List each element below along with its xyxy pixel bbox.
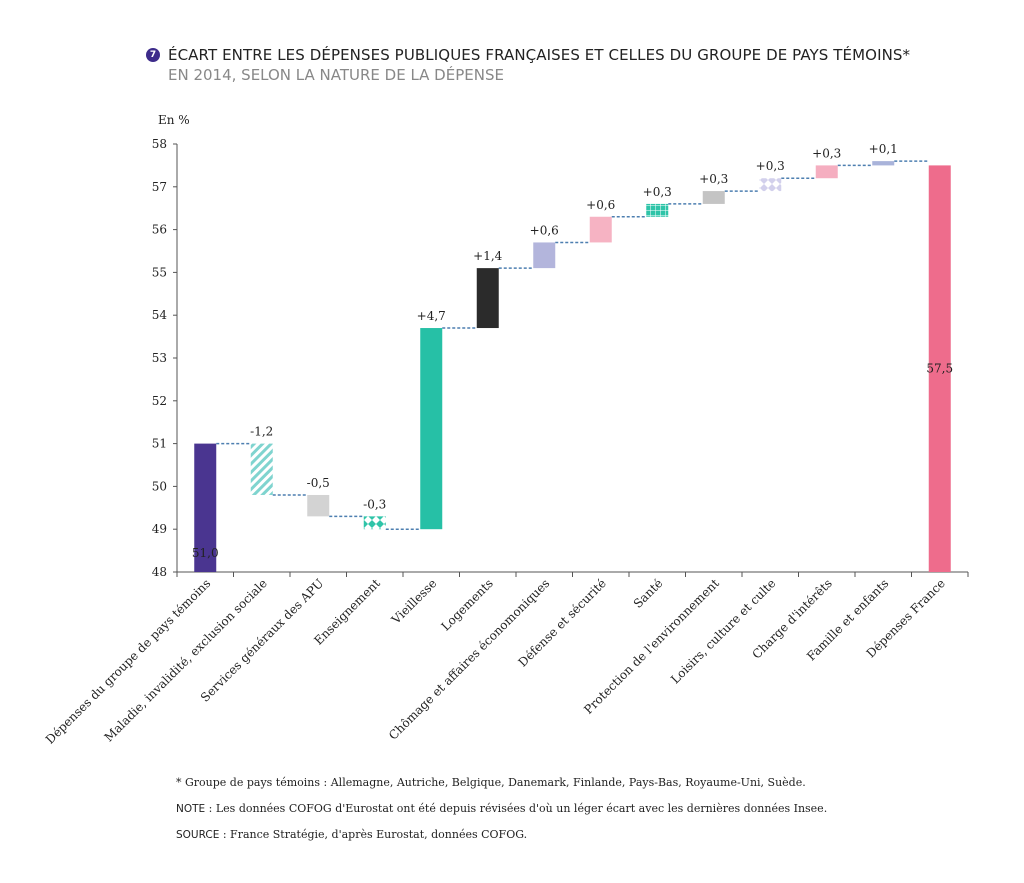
x-category-label: Santé bbox=[631, 576, 666, 611]
bar bbox=[589, 216, 612, 243]
y-axis-label: En % bbox=[158, 113, 190, 127]
bar bbox=[928, 165, 951, 572]
data-label: -1,2 bbox=[250, 425, 273, 439]
y-tick-label: 58 bbox=[152, 137, 167, 151]
chart-title: ÉCART ENTRE LES DÉPENSES PUBLIQUES FRANÇ… bbox=[168, 46, 911, 64]
data-label: +0,3 bbox=[643, 185, 672, 199]
x-category-label: Services généraux des APU bbox=[198, 576, 326, 704]
y-tick-label: 56 bbox=[152, 223, 167, 237]
x-category-label: Vieillesse bbox=[388, 576, 439, 627]
footnote-note: NOTE : Les données COFOG d'Eurostat ont … bbox=[176, 802, 827, 815]
data-label: +0,6 bbox=[586, 198, 615, 212]
bar bbox=[250, 443, 273, 495]
bar bbox=[307, 494, 330, 517]
chart-header: 7 ÉCART ENTRE LES DÉPENSES PUBLIQUES FRA… bbox=[146, 46, 910, 84]
bar bbox=[646, 203, 669, 217]
bar bbox=[533, 242, 556, 269]
waterfall-chart: En % 48 49 50 51 52 53 54 55 56 57 58 Dépenses du … bbox=[43, 113, 969, 747]
bar bbox=[702, 191, 725, 204]
bar bbox=[363, 516, 386, 530]
x-category-label: Logements bbox=[438, 576, 495, 633]
data-label: -0,3 bbox=[363, 497, 386, 511]
note-label: NOTE bbox=[176, 803, 206, 815]
y-tick-label: 51 bbox=[152, 437, 167, 451]
footnote-countries: * Groupe de pays témoins : Allemagne, Au… bbox=[176, 776, 806, 789]
data-label: 51,0 bbox=[192, 546, 219, 560]
y-axis: 48 49 50 51 52 53 54 55 56 57 58 bbox=[152, 137, 178, 579]
x-category-label: Loisirs, culture et culte bbox=[668, 576, 778, 686]
x-axis: Dépenses du groupe de pays témoinsMaladi… bbox=[43, 571, 969, 747]
y-tick-label: 49 bbox=[152, 522, 167, 536]
y-tick-label: 55 bbox=[152, 265, 167, 279]
chart-subtitle: EN 2014, SELON LA NATURE DE LA DÉPENSE bbox=[168, 66, 504, 84]
bar bbox=[420, 328, 443, 530]
data-label: +0,6 bbox=[530, 223, 559, 237]
data-label: +1,4 bbox=[473, 249, 503, 263]
data-label: 57,5 bbox=[926, 362, 953, 376]
bar bbox=[815, 165, 838, 179]
data-label: -0,5 bbox=[307, 476, 330, 490]
y-tick-label: 50 bbox=[152, 479, 167, 493]
y-tick-label: 54 bbox=[152, 308, 168, 322]
bar bbox=[476, 268, 499, 329]
data-labels: 51,0 -1,2 -0,5 -0,3 +4,7 +1,4 +0,6 +0,6 +0,3 +0,3… bbox=[192, 142, 953, 560]
note-text: : Les données COFOG d'Eurostat ont été d… bbox=[205, 802, 828, 815]
connector-lines bbox=[216, 160, 929, 530]
bar bbox=[194, 443, 217, 572]
data-label: +4,7 bbox=[417, 309, 446, 323]
bar bbox=[759, 178, 782, 192]
bars bbox=[194, 161, 951, 572]
figure-number-badge: 7 bbox=[146, 48, 160, 62]
data-label: +0,3 bbox=[699, 172, 728, 186]
y-tick-label: 53 bbox=[152, 351, 167, 365]
source-text: : France Stratégie, d'après Eurostat, do… bbox=[219, 828, 528, 841]
data-label: +0,3 bbox=[812, 146, 841, 160]
source-label: SOURCE bbox=[176, 829, 220, 841]
y-tick-label: 57 bbox=[152, 180, 167, 194]
bar bbox=[872, 161, 895, 166]
y-tick-label: 48 bbox=[152, 565, 167, 579]
data-label: +0,3 bbox=[756, 159, 785, 173]
data-label: +0,1 bbox=[869, 142, 898, 156]
footnote-source: SOURCE : France Stratégie, d'après Euros… bbox=[176, 828, 527, 841]
y-tick-label: 52 bbox=[152, 394, 167, 408]
